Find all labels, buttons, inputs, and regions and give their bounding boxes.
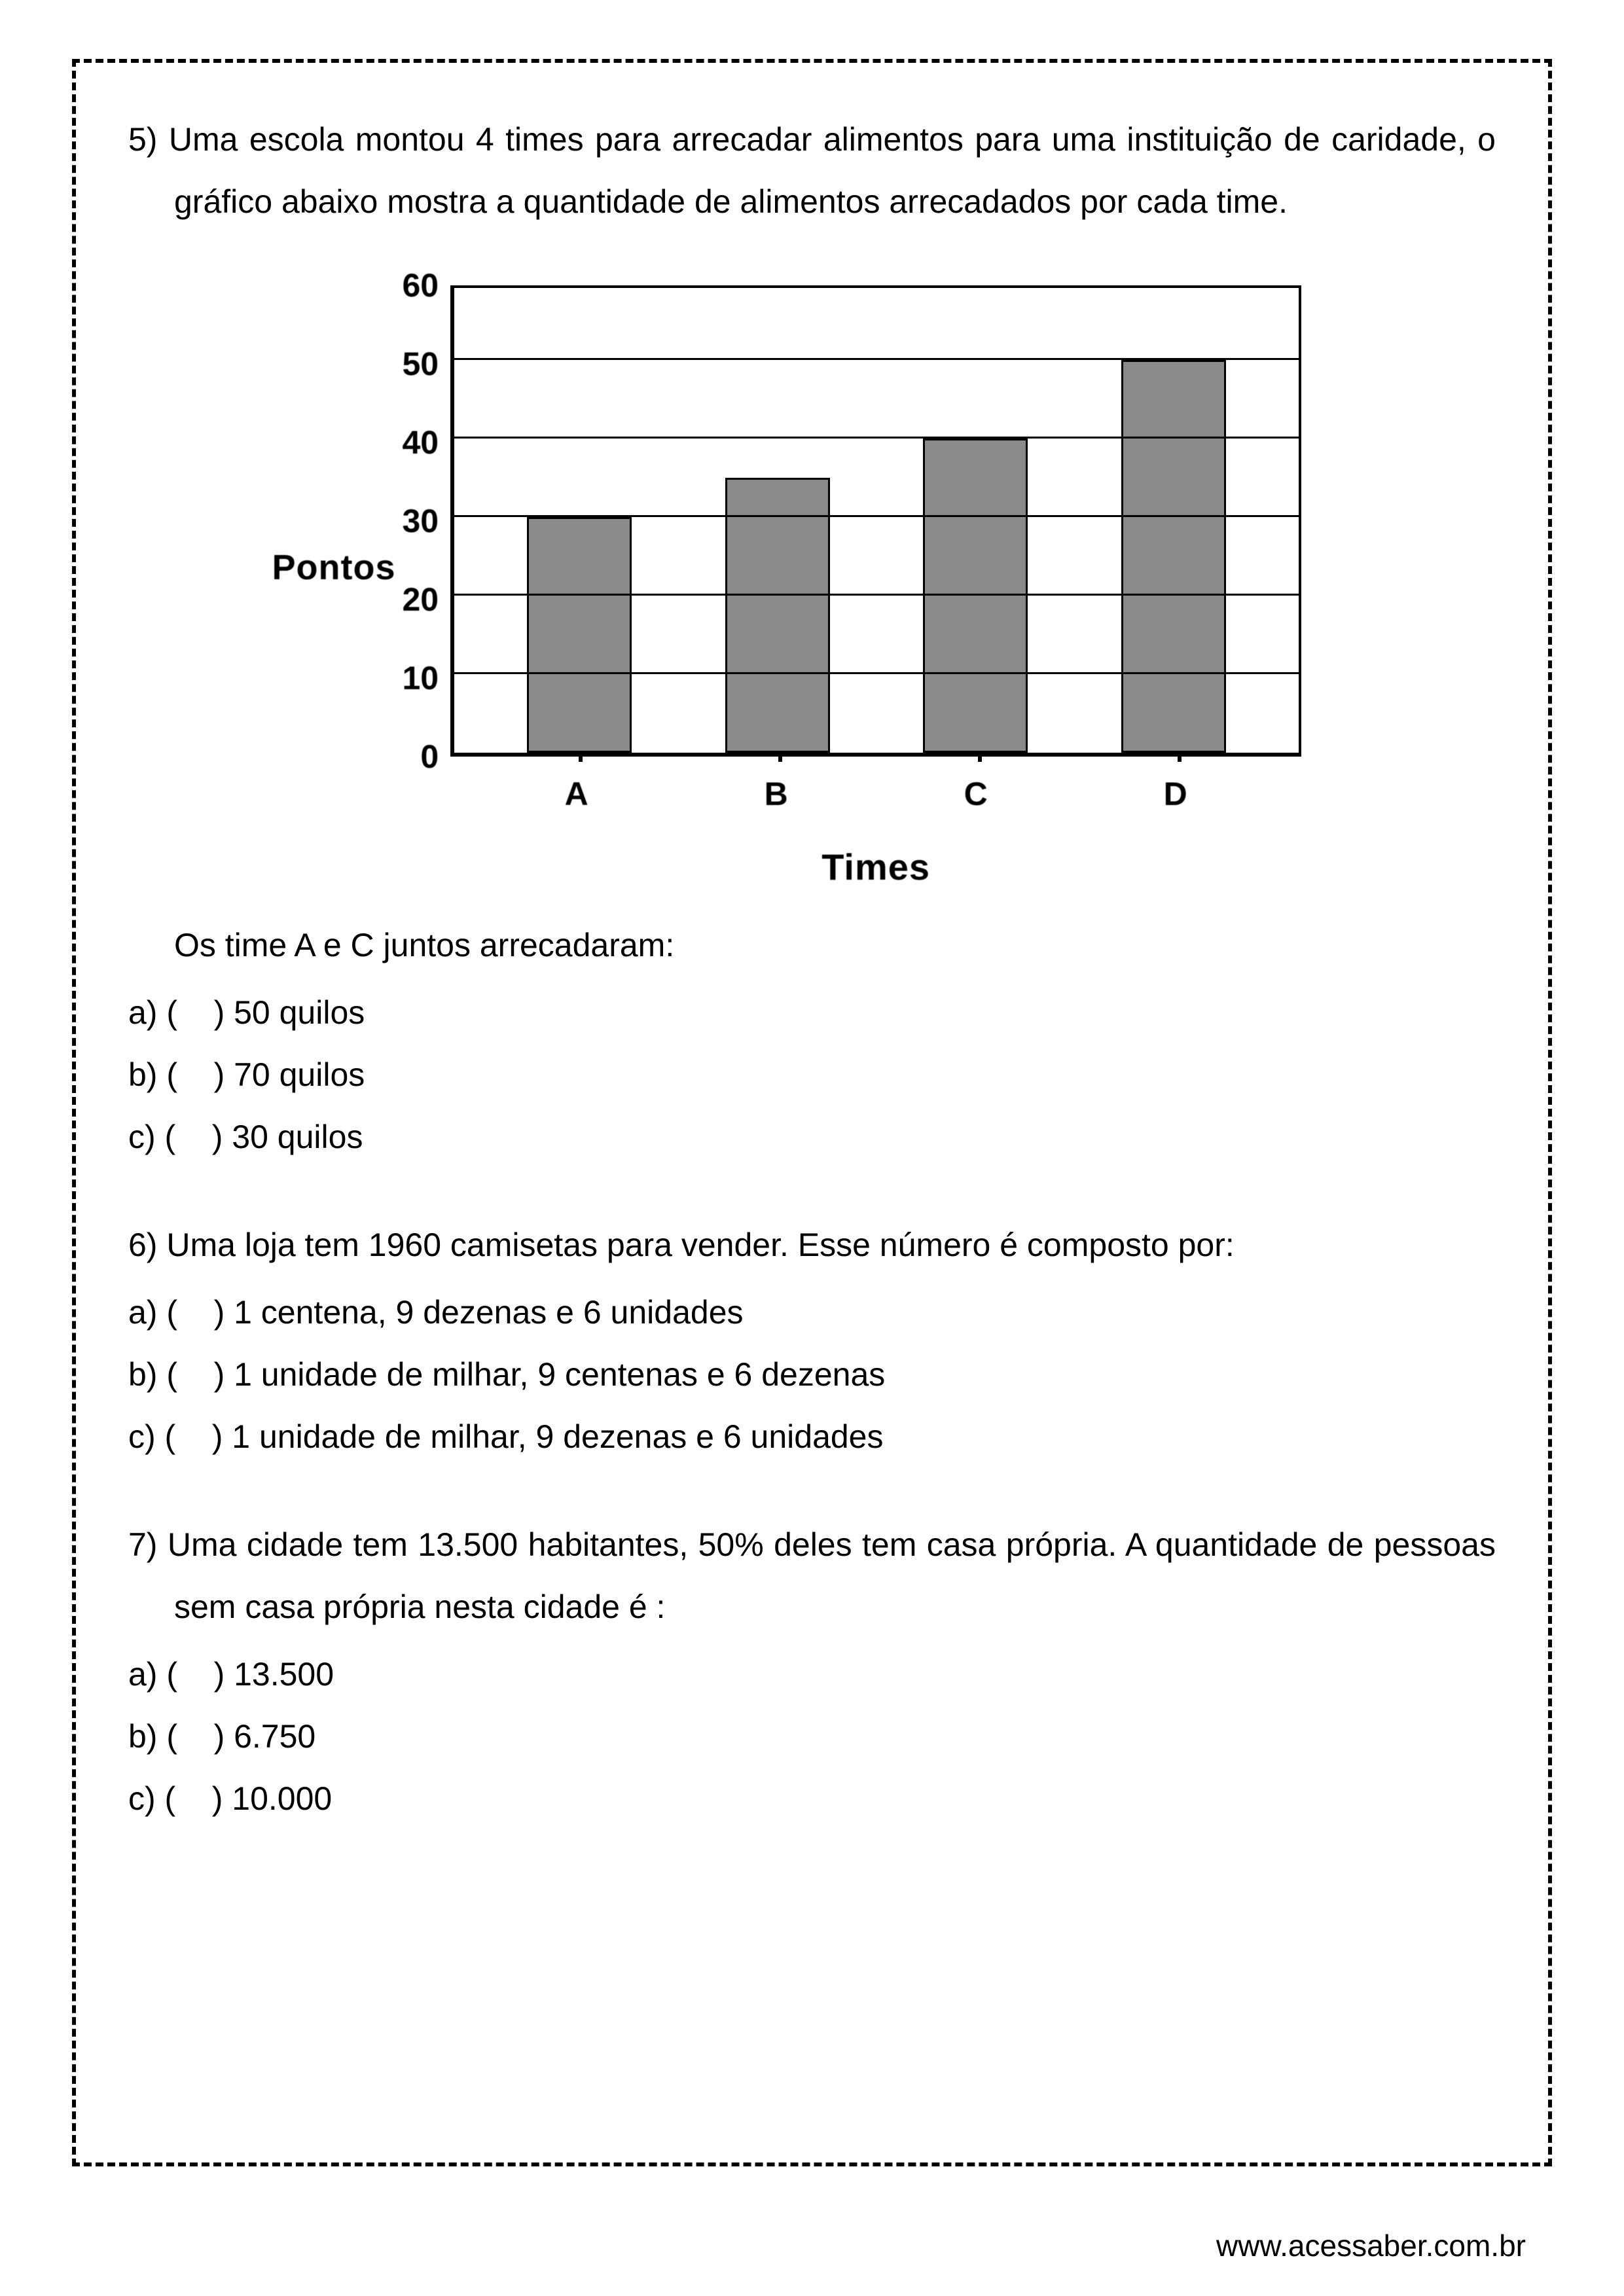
question-6-body: Uma loja tem 1960 camisetas para vender.… [166, 1227, 1234, 1263]
chart-gridline [454, 437, 1299, 439]
xtick: C [917, 775, 1035, 813]
xtick: B [717, 775, 835, 813]
option-7c[interactable]: c) ( ) 10.000 [128, 1768, 1496, 1830]
bar-B [725, 478, 830, 753]
option-7a[interactable]: a) ( ) 13.500 [128, 1643, 1496, 1706]
bar-A [527, 517, 632, 753]
question-5-text: 5) Uma escola montou 4 times para arreca… [128, 109, 1496, 233]
option-6c[interactable]: c) ( ) 1 unidade de milhar, 9 dezenas e … [128, 1406, 1496, 1468]
option-5b[interactable]: b) ( ) 70 quilos [128, 1044, 1496, 1106]
chart-plot-area [450, 285, 1301, 757]
bar-slot [1115, 360, 1233, 753]
xtick-mark [778, 753, 782, 762]
chart-gridline [454, 594, 1299, 596]
bar-slot [916, 439, 1034, 753]
question-6-options: a) ( ) 1 centena, 9 dezenas e 6 unidades… [128, 1282, 1496, 1468]
plot-outer: A B C D Times [450, 285, 1301, 888]
xtick-mark [978, 753, 982, 762]
question-7-body: Uma cidade tem 13.500 habitantes, 50% de… [168, 1526, 1496, 1625]
option-6b[interactable]: b) ( ) 1 unidade de milhar, 9 centenas e… [128, 1344, 1496, 1406]
option-5a[interactable]: a) ( ) 50 quilos [128, 982, 1496, 1044]
question-6-text: 6) Uma loja tem 1960 camisetas para vend… [128, 1214, 1496, 1276]
question-7-number: 7) [128, 1526, 157, 1563]
page: 5) Uma escola montou 4 times para arreca… [0, 0, 1624, 2296]
xtick: D [1117, 775, 1235, 813]
question-5-body: Uma escola montou 4 times para arrecadar… [169, 121, 1496, 220]
bar-C [923, 439, 1028, 753]
footer-url: www.acessaber.com.br [1216, 2228, 1526, 2263]
chart-gridline [454, 358, 1299, 360]
xtick-mark [1178, 753, 1182, 762]
chart-xlabel: Times [450, 846, 1301, 888]
question-5-number: 5) [128, 121, 157, 158]
chart-xticks: A B C D [450, 775, 1301, 813]
question-7-text: 7) Uma cidade tem 13.500 habitantes, 50%… [128, 1514, 1496, 1638]
bar-slot [719, 478, 837, 753]
content-frame: 5) Uma escola montou 4 times para arreca… [72, 59, 1552, 2166]
question-5: 5) Uma escola montou 4 times para arreca… [128, 109, 1496, 1168]
question-7: 7) Uma cidade tem 13.500 habitantes, 50%… [128, 1514, 1496, 1830]
option-6a[interactable]: a) ( ) 1 centena, 9 dezenas e 6 unidades [128, 1282, 1496, 1344]
chart-gridline [454, 672, 1299, 674]
question-6: 6) Uma loja tem 1960 camisetas para vend… [128, 1214, 1496, 1468]
bar-chart: Pontos 60 50 40 30 20 10 0 [272, 285, 1352, 888]
xtick-mark [579, 753, 583, 762]
question-7-options: a) ( ) 13.500 b) ( ) 6.750 c) ( ) 10.000 [128, 1643, 1496, 1830]
question-6-number: 6) [128, 1227, 157, 1263]
xtick: A [518, 775, 636, 813]
option-5c[interactable]: c) ( ) 30 quilos [128, 1106, 1496, 1168]
chart-ylabel: Pontos [272, 547, 396, 588]
chart-row: Pontos 60 50 40 30 20 10 0 [272, 285, 1352, 888]
question-5-sub: Os time A e C juntos arrecadaram: [128, 914, 1496, 977]
chart-gridline [454, 515, 1299, 517]
bar-slot [520, 517, 638, 753]
option-7b[interactable]: b) ( ) 6.750 [128, 1706, 1496, 1768]
question-5-options: a) ( ) 50 quilos b) ( ) 70 quilos c) ( )… [128, 982, 1496, 1168]
bar-D [1121, 360, 1226, 753]
chart-yticks: 60 50 40 30 20 10 0 [403, 285, 439, 757]
